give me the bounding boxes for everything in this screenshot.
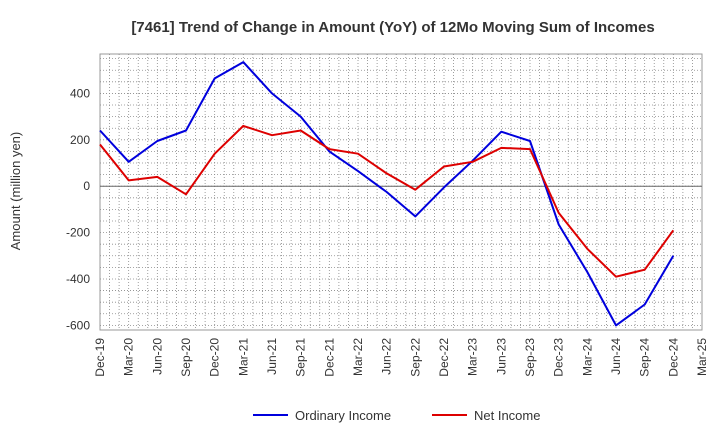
x-tick-label: Mar-20 (122, 338, 136, 376)
x-tick-label: Dec-19 (93, 338, 107, 377)
chart-title: [7461] Trend of Change in Amount (YoY) o… (131, 19, 654, 36)
x-tick-label: Sep-24 (638, 338, 652, 377)
x-tick-label: Jun-22 (380, 338, 394, 375)
x-tick-label: Mar-25 (695, 338, 709, 376)
x-tick-label: Mar-23 (466, 338, 480, 376)
x-tick-label: Dec-23 (552, 338, 566, 377)
legend-label-net-income: Net Income (474, 408, 540, 423)
series-line-ordinary-income (99, 61, 675, 327)
plot-frame (99, 53, 703, 331)
y-axis-label: Amount (million yen) (8, 132, 23, 251)
y-tick-label: -400 (66, 272, 90, 286)
x-axis-ticks: Dec-19 Mar-20 Jun-20 Sep-20 Dec-20 Mar-21 Jun-… (93, 338, 709, 377)
y-tick-label: 200 (70, 133, 90, 147)
x-tick-label: Dec-24 (666, 338, 680, 377)
legend-label-ordinary-income: Ordinary Income (295, 408, 391, 423)
y-tick-label: 0 (83, 179, 90, 193)
x-tick-label: Mar-21 (236, 338, 250, 376)
x-tick-label: Jun-21 (265, 338, 279, 375)
legend: Ordinary Income Net Income (253, 408, 540, 423)
y-axis-ticks: 400 200 0 -200 -400 -600 (66, 86, 90, 332)
x-tick-label: Sep-22 (408, 338, 422, 377)
y-tick-label: -200 (66, 226, 90, 240)
x-tick-label: Jun-24 (609, 338, 623, 375)
x-tick-label: Jun-20 (150, 338, 164, 375)
x-tick-label: Mar-22 (351, 338, 365, 376)
x-tick-label: Sep-21 (294, 338, 308, 377)
x-tick-label: Sep-20 (179, 338, 193, 377)
x-tick-label: Dec-22 (437, 338, 451, 377)
x-tick-label: Mar-24 (580, 338, 594, 376)
series-line-net-income (99, 124, 675, 278)
y-tick-label: -600 (66, 318, 90, 332)
x-tick-label: Dec-21 (322, 338, 336, 377)
x-tick-label: Dec-20 (208, 338, 222, 377)
plot-area (99, 53, 703, 331)
series-layer (99, 61, 675, 327)
x-tick-label: Jun-23 (494, 338, 508, 375)
x-tick-label: Sep-23 (523, 338, 537, 377)
y-tick-label: 400 (70, 86, 90, 100)
